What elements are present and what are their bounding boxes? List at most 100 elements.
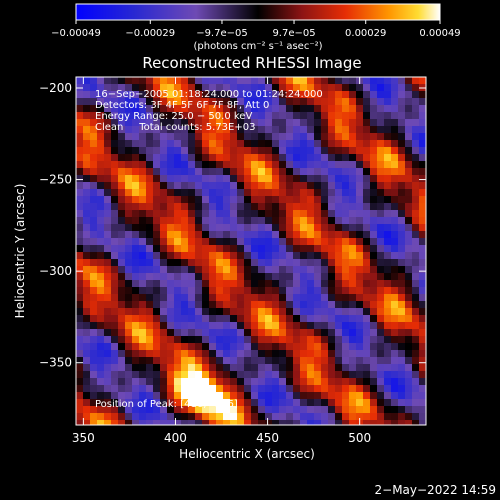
heatmap-cell: [384, 287, 392, 295]
heatmap-cell: [279, 259, 287, 267]
heatmap-cell: [314, 378, 322, 386]
heatmap-cell: [230, 315, 238, 323]
heatmap-cell: [230, 399, 238, 407]
heatmap-cell: [125, 77, 133, 85]
heatmap-cell: [251, 238, 259, 246]
heatmap-cell: [356, 252, 364, 260]
heatmap-cell: [384, 322, 392, 330]
heatmap-cell: [167, 280, 175, 288]
heatmap-cell: [181, 105, 189, 113]
heatmap-cell: [209, 161, 217, 169]
heatmap-cell: [265, 322, 273, 330]
heatmap-cell: [279, 413, 287, 421]
heatmap-cell: [195, 140, 203, 148]
heatmap-cell: [405, 385, 413, 393]
heatmap-cell: [398, 231, 406, 239]
heatmap-cell: [139, 224, 147, 232]
heatmap-cell: [314, 266, 322, 274]
heatmap-cell: [314, 217, 322, 225]
heatmap-cell: [391, 147, 399, 155]
heatmap-cell: [384, 203, 392, 211]
heatmap-cell: [279, 168, 287, 176]
heatmap-cell: [202, 140, 210, 148]
heatmap-cell: [405, 308, 413, 316]
heatmap-cell: [153, 189, 161, 197]
heatmap-cell: [181, 308, 189, 316]
heatmap-cell: [342, 350, 350, 358]
heatmap-cell: [104, 385, 112, 393]
heatmap-cell: [125, 273, 133, 281]
heatmap-cell: [328, 364, 336, 372]
heatmap-cell: [286, 378, 294, 386]
heatmap-cell: [321, 280, 329, 288]
heatmap-cell: [405, 280, 413, 288]
colorbar-tick-label: −0.00029: [125, 28, 175, 39]
heatmap-cell: [216, 133, 224, 141]
heatmap-cell: [335, 413, 343, 421]
heatmap-cell: [328, 168, 336, 176]
heatmap-cell: [307, 350, 315, 358]
heatmap-cell: [97, 189, 105, 197]
heatmap-cell: [125, 420, 133, 425]
heatmap-cell: [363, 147, 371, 155]
heatmap-cell: [307, 385, 315, 393]
heatmap-cell: [398, 217, 406, 225]
heatmap-cell: [384, 147, 392, 155]
heatmap-cell: [97, 259, 105, 267]
heatmap-cell: [377, 217, 385, 225]
heatmap-cell: [209, 84, 217, 92]
heatmap-cell: [293, 210, 301, 218]
heatmap-cell: [384, 336, 392, 344]
heatmap-cell: [153, 112, 161, 120]
heatmap-cell: [139, 420, 147, 425]
heatmap-cell: [118, 112, 126, 120]
heatmap-cell: [188, 203, 196, 211]
heatmap-cell: [125, 112, 133, 120]
heatmap-cell: [216, 196, 224, 204]
heatmap-cell: [118, 322, 126, 330]
heatmap-cell: [335, 280, 343, 288]
heatmap-cell: [118, 210, 126, 218]
heatmap-cell: [202, 364, 210, 372]
heatmap-cell: [286, 147, 294, 155]
heatmap-cell: [293, 357, 301, 365]
heatmap-cell: [97, 392, 105, 400]
heatmap-cell: [230, 238, 238, 246]
heatmap-cell: [118, 175, 126, 183]
heatmap-cell: [398, 252, 406, 260]
heatmap-cell: [349, 378, 357, 386]
heatmap-cell: [118, 266, 126, 274]
heatmap-cell: [153, 259, 161, 267]
heatmap-cell: [188, 406, 196, 414]
heatmap-cell: [216, 287, 224, 295]
heatmap-cell: [384, 308, 392, 316]
heatmap-cell: [349, 273, 357, 281]
heatmap-cell: [398, 273, 406, 281]
heatmap-cell: [258, 301, 266, 309]
heatmap-cell: [349, 203, 357, 211]
heatmap-cell: [349, 343, 357, 351]
heatmap-cell: [391, 322, 399, 330]
heatmap-cell: [195, 259, 203, 267]
heatmap-cell: [202, 105, 210, 113]
heatmap-cell: [398, 224, 406, 232]
heatmap-cell: [188, 420, 196, 425]
heatmap-cell: [209, 133, 217, 141]
heatmap-cell: [111, 231, 119, 239]
heatmap-cell: [321, 84, 329, 92]
heatmap-cell: [293, 364, 301, 372]
heatmap-cell: [237, 217, 245, 225]
heatmap-cell: [356, 112, 364, 120]
heatmap-cell: [188, 189, 196, 197]
heatmap-cell: [118, 231, 126, 239]
heatmap-cell: [237, 203, 245, 211]
heatmap-cell: [251, 98, 259, 106]
heatmap-cell: [174, 84, 182, 92]
heatmap-cell: [188, 77, 196, 85]
heatmap-cell: [356, 238, 364, 246]
heatmap-cell: [111, 364, 119, 372]
heatmap-cell: [188, 252, 196, 260]
heatmap-cell: [237, 119, 245, 127]
heatmap-cell: [398, 203, 406, 211]
heatmap-cell: [272, 182, 280, 190]
